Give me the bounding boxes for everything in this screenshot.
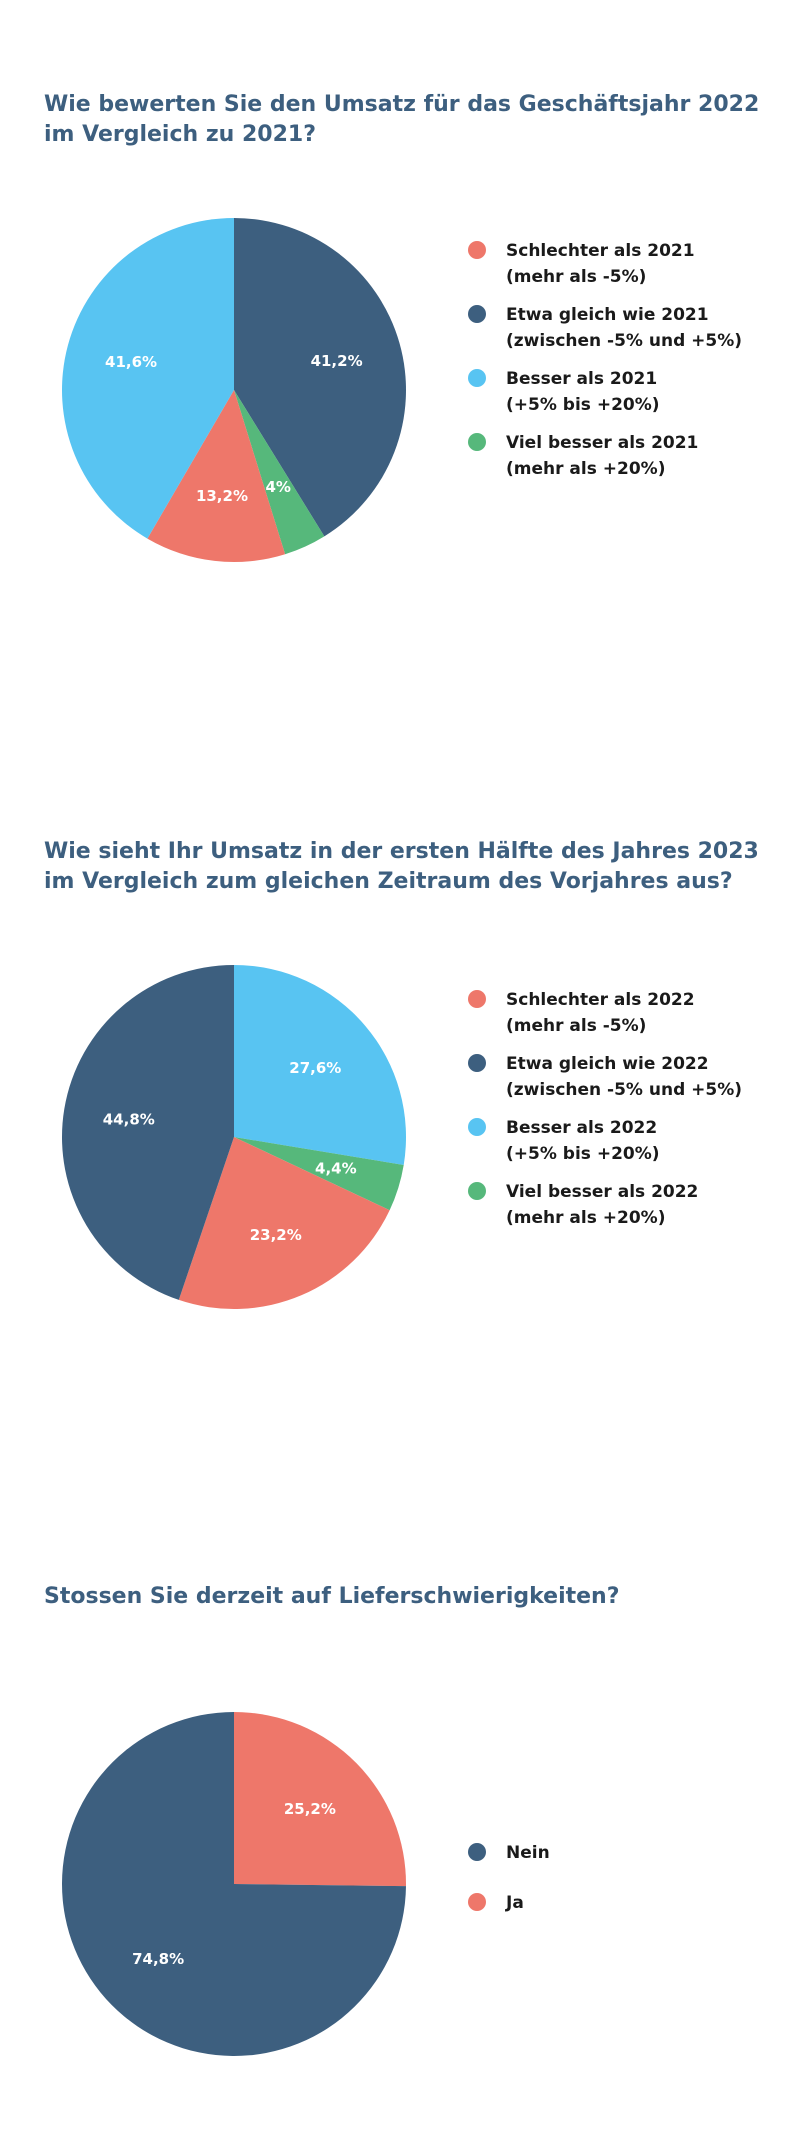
legend-label-main: Nein [506,1843,550,1863]
slice-data-label: 23,2% [250,1226,302,1244]
legend-item-nein: Nein [468,1840,550,1866]
legend-label: Besser als 2022 (+5% bis +20%) [506,1115,660,1167]
slice-data-label: 41,2% [311,352,363,370]
legend-label-main: Schlechter als 2021 [506,241,695,261]
slice-data-label: 74,8% [132,1950,184,1968]
legend-label: Schlechter als 2022 (mehr als -5%) [506,987,695,1039]
chart-legend: Schlechter als 2022 (mehr als -5%) Etwa gl… [468,987,742,1243]
chart-title: Wie bewerten Sie den Umsatz für das Gesc… [44,92,760,147]
pie-slice-schlechter-als-2022 [178,1137,390,1309]
legend-item-viel-besser-als-2022: Viel besser als 2022 (mehr als +20%) [468,1179,742,1231]
pie-chart: 41,2% 4% 13,2% 41,6% [62,218,407,562]
legend-label-main: Etwa gleich wie 2021 [506,305,709,325]
legend-label: Viel besser als 2021 (mehr als +20%) [506,430,698,482]
chart-legend: Nein Ja [468,1840,550,1940]
slice-data-label: 4,4% [315,1160,357,1178]
slice-data-label: 44,8% [103,1111,155,1129]
legend-item-schlechter-als-2022: Schlechter als 2022 (mehr als -5%) [468,987,742,1039]
legend-swatch [468,1054,486,1072]
legend-swatch [468,1182,486,1200]
chart-title: Stossen Sie derzeit auf Lieferschwierigk… [44,1584,620,1609]
legend-label-range: (mehr als +20%) [506,459,666,479]
legend-swatch [468,241,486,259]
legend-item-besser-als-2021: Besser als 2021 (+5% bis +20%) [468,366,742,418]
legend-label: Etwa gleich wie 2022 (zwischen -5% und +5… [506,1051,742,1103]
pie-slice-etwa-gleich-wie-2022 [62,965,234,1300]
legend-label-main: Schlechter als 2022 [506,990,695,1010]
legend-swatch [468,305,486,323]
chart-legend: Schlechter als 2021 (mehr als -5%) Etwa gl… [468,238,742,494]
pie-slice-etwa-gleich-wie-2021 [234,218,407,537]
pie-slice-viel-besser-als-2022 [234,1137,404,1211]
legend-label-main: Etwa gleich wie 2022 [506,1054,709,1074]
legend-label: Etwa gleich wie 2021 (zwischen -5% und +5… [506,302,742,354]
legend-label-range: (zwischen -5% und +5%) [506,331,743,351]
pie-chart: 27,6% 4,4% 23,2% 44,8% [62,965,407,1309]
slice-data-label: 27,6% [289,1059,341,1077]
pie-slice-viel-besser-als-2021 [234,390,325,555]
legend-label-range: (mehr als +20%) [506,1208,666,1228]
legend-swatch [468,1843,486,1861]
pie-slice-besser-als-2021 [62,218,234,539]
pie-slice-besser-als-2022 [234,965,407,1165]
slice-data-label: 4% [265,478,290,496]
legend-label: Besser als 2021 (+5% bis +20%) [506,366,660,418]
legend-label: Viel besser als 2022 (mehr als +20%) [506,1179,698,1231]
legend-label: Nein [506,1840,550,1866]
pie-slice-ja [234,1712,406,1887]
legend-label: Schlechter als 2021 (mehr als -5%) [506,238,695,290]
legend-label-range: (mehr als -5%) [506,1016,647,1036]
legend-label-range: (mehr als -5%) [506,267,647,287]
legend-swatch [468,433,486,451]
legend-label-range: (+5% bis +20%) [506,1144,660,1164]
legend-label-main: Besser als 2022 [506,1118,658,1138]
legend-item-etwa-gleich-wie-2022: Etwa gleich wie 2022 (zwischen -5% und +5… [468,1051,742,1103]
slice-data-label: 41,6% [105,353,157,371]
slice-data-label: 13,2% [196,487,248,505]
pie-slice-schlechter-als-2021 [147,390,286,562]
legend-label: Ja [506,1890,524,1916]
legend-label-main: Viel besser als 2022 [506,1182,699,1202]
legend-item-schlechter-als-2021: Schlechter als 2021 (mehr als -5%) [468,238,742,290]
legend-label-range: (zwischen -5% und +5%) [506,1080,743,1100]
legend-swatch [468,369,486,387]
legend-label-main: Viel besser als 2021 [506,433,699,453]
legend-swatch [468,990,486,1008]
legend-swatch [468,1893,486,1911]
legend-label-range: (+5% bis +20%) [506,395,660,415]
legend-label-main: Besser als 2021 [506,369,658,389]
legend-item-ja: Ja [468,1890,550,1916]
legend-item-etwa-gleich-wie-2021: Etwa gleich wie 2021 (zwischen -5% und +5… [468,302,742,354]
slice-data-label: 25,2% [284,1800,336,1818]
legend-item-viel-besser-als-2021: Viel besser als 2021 (mehr als +20%) [468,430,742,482]
chart-title: Wie sieht Ihr Umsatz in der ersten Hälft… [44,839,759,894]
legend-swatch [468,1118,486,1136]
pie-chart: 25,2% 74,8% [61,1712,406,2056]
pie-slice-nein [61,1712,406,2056]
legend-label-main: Ja [506,1893,524,1913]
legend-item-besser-als-2022: Besser als 2022 (+5% bis +20%) [468,1115,742,1167]
